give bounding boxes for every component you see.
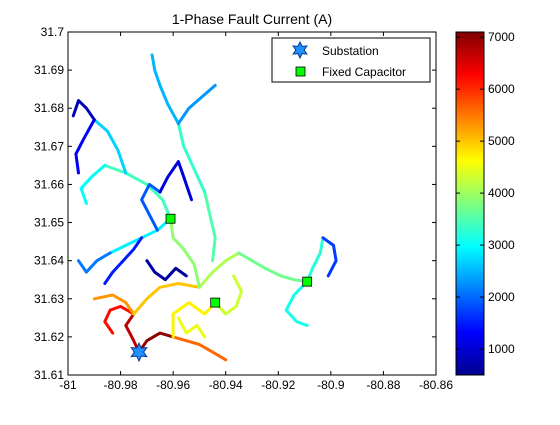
feeder-path — [137, 331, 175, 354]
y-tick-label: 31.67 — [34, 139, 64, 153]
plot-area — [67, 31, 437, 376]
y-tick-label: 31.68 — [34, 101, 64, 115]
feeder-path — [140, 182, 162, 232]
feeder-path — [171, 301, 217, 339]
feeder-path — [321, 236, 338, 278]
feeder-path — [171, 335, 228, 362]
colorbar-ticks: 1000 2000 3000 4000 5000 6000 7000 — [456, 30, 515, 356]
capacitor-marker — [165, 213, 176, 224]
feeder-path — [176, 83, 217, 125]
feeder-path — [284, 280, 309, 327]
feeder-path — [74, 118, 96, 175]
legend: Substation Fixed Capacitor — [271, 37, 431, 83]
x-tick-label: -80.9 — [317, 378, 345, 392]
colorbar-tick-label: 2000 — [488, 290, 515, 304]
feeder-path — [124, 312, 141, 354]
x-tick-label: -80.96 — [156, 378, 190, 392]
feeder-path — [150, 53, 180, 125]
colorbar-tick-label: 5000 — [488, 134, 515, 148]
colorbar-tick-label: 7000 — [488, 30, 515, 44]
feeder-path — [176, 122, 207, 194]
x-axis-ticks: -81 -80.98 -80.96 -80.94 -80.92 -80.9 -80.88 -8… — [59, 32, 453, 392]
x-tick-label: -80.98 — [104, 378, 138, 392]
capacitor-marker — [302, 276, 313, 287]
x-tick-label: -81 — [59, 378, 77, 392]
colorbar-tick-label: 3000 — [488, 238, 515, 252]
feeder-path — [77, 251, 112, 274]
feeder-path — [176, 316, 207, 339]
plot-markers — [130, 213, 313, 363]
y-tick-label: 31.63 — [34, 292, 64, 306]
feeder-path — [71, 99, 96, 122]
substation-marker — [130, 341, 148, 363]
colorbar: 1000 2000 3000 4000 5000 6000 7000 — [455, 30, 515, 376]
feeder-path — [103, 304, 136, 335]
x-tick-label: -80.92 — [261, 378, 295, 392]
capacitor-marker — [210, 297, 221, 308]
colorbar-tick-label: 1000 — [488, 342, 515, 356]
feeder-path — [213, 274, 243, 316]
colorbar-gradient — [455, 31, 485, 376]
x-tick-label: -80.86 — [419, 378, 453, 392]
feeder-path — [103, 163, 172, 221]
y-tick-label: 31.62 — [34, 330, 64, 344]
substation-legend-icon — [292, 40, 308, 60]
chart-title: 1-Phase Fault Current (A) — [172, 11, 332, 27]
feeder-path — [169, 217, 201, 289]
feeder-path — [203, 190, 217, 263]
feeder-path — [158, 160, 193, 202]
x-tick-label: -80.94 — [209, 378, 243, 392]
feeder-path — [197, 251, 241, 289]
feeder-path — [103, 236, 144, 285]
y-tick-label: 31.7 — [41, 25, 65, 39]
y-tick-label: 31.69 — [34, 63, 64, 77]
feeder-path — [305, 236, 325, 284]
feeder-paths — [71, 53, 338, 362]
capacitor-legend-icon — [295, 66, 306, 77]
x-tick-label: -80.88 — [366, 378, 400, 392]
y-tick-label: 31.61 — [34, 368, 64, 382]
feeder-path — [237, 251, 309, 284]
feeder-path — [132, 282, 201, 316]
feeder-path — [92, 293, 136, 316]
y-axis-ticks: 31.61 31.62 31.63 31.64 31.65 31.66 31.67 31.68… — [34, 25, 436, 382]
legend-label-capacitor: Fixed Capacitor — [322, 65, 406, 79]
legend-label-substation: Substation — [322, 44, 379, 58]
feeder-path — [79, 163, 107, 205]
feeder-path — [92, 118, 128, 175]
y-tick-label: 31.64 — [34, 254, 64, 268]
y-tick-label: 31.65 — [34, 216, 64, 230]
colorbar-tick-label: 6000 — [488, 82, 515, 96]
feeder-path — [145, 259, 188, 282]
colorbar-tick-label: 4000 — [488, 186, 515, 200]
y-tick-label: 31.66 — [34, 177, 64, 191]
